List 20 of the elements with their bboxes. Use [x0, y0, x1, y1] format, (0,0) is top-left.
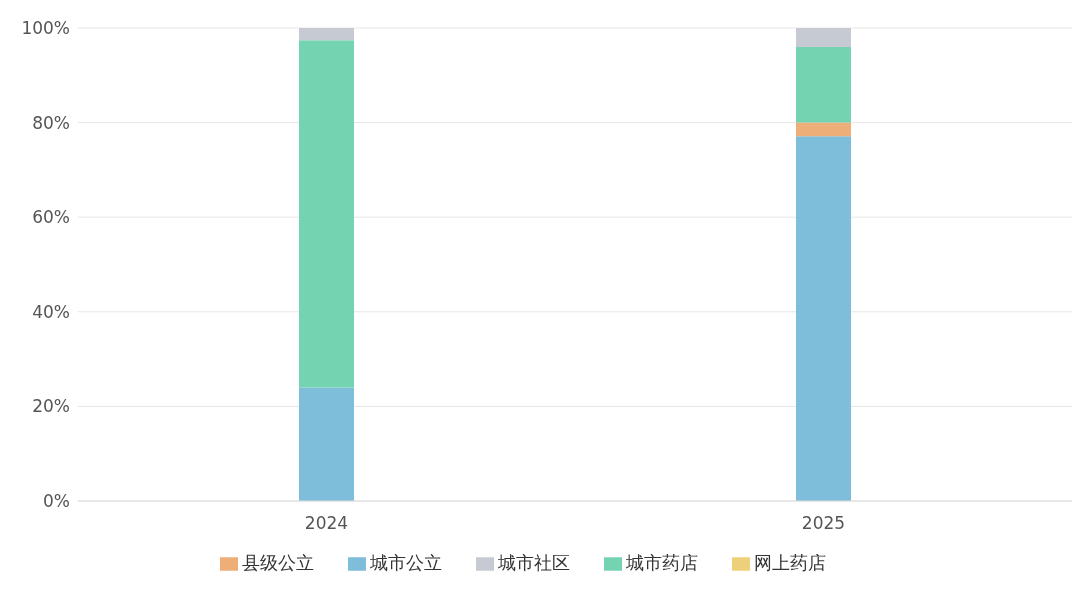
bar — [796, 122, 851, 137]
y-tick-label: 80% — [32, 112, 70, 133]
y-tick-label: 100% — [21, 18, 70, 39]
x-tick-label: 2025 — [801, 513, 846, 534]
x-tick-label: 2024 — [304, 513, 349, 534]
y-tick-label: 20% — [32, 396, 70, 417]
legend-label: 城市公立 — [370, 552, 442, 573]
y-tick-label: 0% — [43, 491, 70, 512]
legend-label: 县级公立 — [242, 552, 314, 573]
y-tick-label: 40% — [32, 301, 70, 322]
bar — [299, 40, 354, 388]
bar — [299, 28, 354, 41]
y-tick-label: 60% — [32, 207, 70, 228]
bar — [796, 46, 851, 123]
bar — [299, 387, 354, 501]
legend-label: 城市药店 — [626, 552, 698, 573]
bar — [796, 28, 851, 47]
legend-label: 城市社区 — [498, 552, 570, 573]
bar — [796, 136, 851, 501]
legend-label: 网上药店 — [754, 552, 826, 573]
